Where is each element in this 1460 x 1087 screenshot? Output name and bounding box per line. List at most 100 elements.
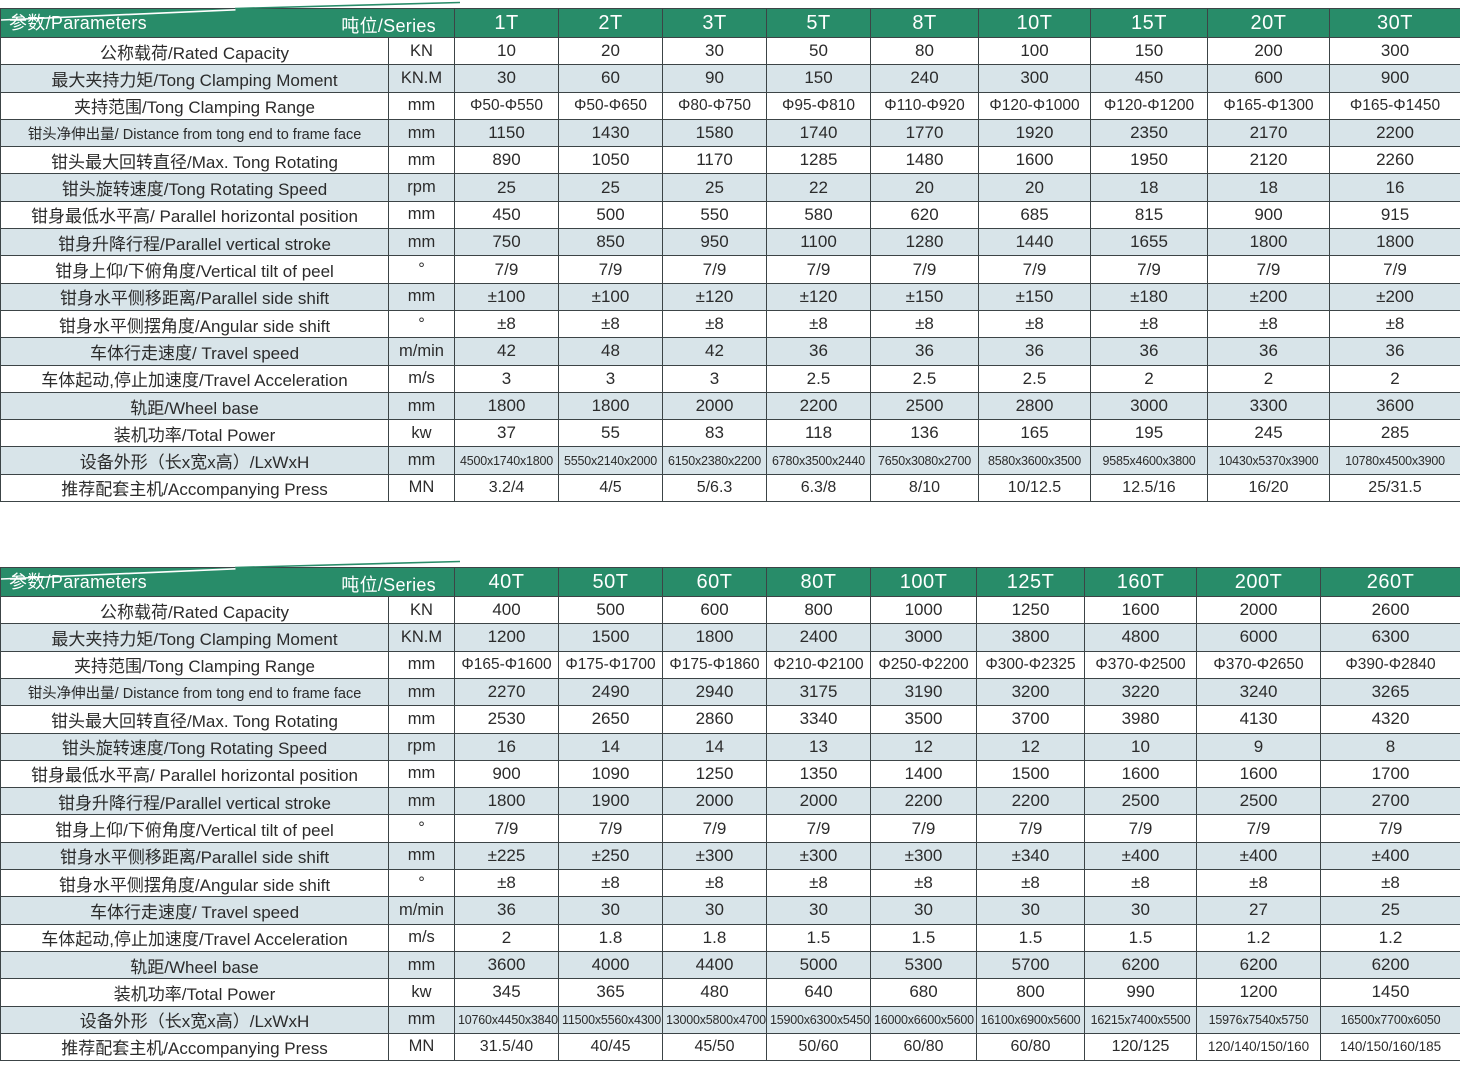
param-label: 设备外形（长x宽x高）/LxWxH [0,446,389,475]
value-cell: 2 [1090,364,1208,393]
param-label: 钳身上仰/下俯角度/Vertical tilt of peel [0,255,389,284]
spec-row: 装机功率/Total Power kw 37 55 83 118 136 165 195 245 2… [0,419,1460,448]
value-cell: 580 [766,200,871,230]
spec-row: 轨距/Wheel base mm 1800 1800 2000 2200 2500 2800 3… [0,391,1460,421]
value-cell: ±8 [1090,309,1208,339]
value-cell: 915 [1329,200,1460,230]
value-cell: 1800 [454,787,559,816]
value-cell: 80 [870,36,979,66]
value-cell: 22 [766,173,871,202]
value-cell: 550 [662,200,767,230]
series-header-cell: 50T [558,567,663,598]
value-cell: 1800 [558,391,663,421]
spec-row: 钳身最低水平高/ Parallel horizontal position mm 4… [0,200,1460,230]
value-cell: 300 [978,64,1091,93]
value-cell: 1950 [1090,146,1208,175]
unit-cell: ° [388,814,455,843]
unit-cell: mm [388,677,455,707]
value-cell: 2860 [662,705,767,734]
value-cell: 850 [558,228,663,257]
unit-cell: KN [388,596,455,625]
spec-row: 钳身升降行程/Parallel vertical stroke mm 1800 190… [0,787,1460,816]
value-cell: 7/9 [766,255,871,284]
value-cell: 1400 [870,759,977,789]
value-cell: 2260 [1329,146,1460,175]
value-cell: 1250 [976,596,1085,625]
value-cell: ±8 [870,309,979,339]
series-header-cell: 8T [870,8,979,38]
value-cell: 1.5 [766,923,871,952]
value-cell: ±8 [454,309,559,339]
series-header-cell: 30T [1329,8,1460,38]
param-label: 最大夹持力矩/Tong Clamping Moment [0,623,389,652]
param-label: 钳身水平侧移距离/Parallel side shift [0,282,389,311]
series-header-row: 参数/Parameters 吨位/Series 1T 2T 3T 5T 8T 10T 15T… [0,8,1460,38]
param-label: 推荐配套主机/Accompanying Press [0,1032,389,1062]
value-cell: 620 [870,200,979,230]
value-cell: 1.2 [1196,923,1321,952]
value-cell: 16 [454,732,559,761]
value-cell: 345 [454,978,559,1007]
unit-cell: mm [388,705,455,734]
value-cell: 1285 [766,146,871,175]
unit-cell: m/s [388,364,455,393]
unit-cell: mm [388,391,455,421]
unit-cell: mm [388,650,455,679]
param-label: 车体起动,停止加速度/Travel Acceleration [0,923,389,952]
value-cell: ±8 [1084,869,1197,898]
value-cell: 1.5 [870,923,977,952]
value-cell: 9585x4600x3800 [1090,446,1208,475]
value-cell: 900 [1329,64,1460,93]
value-cell: 1250 [662,759,767,789]
value-cell: 600 [662,596,767,625]
corner-header: 参数/Parameters 吨位/Series [0,567,455,598]
spec-row: 钳头净伸出量/ Distance from tong end to frame … [0,677,1460,707]
value-cell: 2700 [1320,787,1460,816]
value-cell: Φ370-Φ2500 [1084,650,1197,679]
value-cell: 4130 [1196,705,1321,734]
value-cell: 1.5 [1084,923,1197,952]
series-header-cell: 15T [1090,8,1208,38]
value-cell: 1800 [454,391,559,421]
value-cell: 12 [870,732,977,761]
value-cell: 1500 [558,623,663,652]
param-label: 钳身水平侧摆角度/Angular side shift [0,869,389,898]
spec-row: 车体起动,停止加速度/Travel Acceleration m/s 2 1.8 1.8… [0,923,1460,952]
value-cell: 7/9 [1084,814,1197,843]
value-cell: ±100 [558,282,663,311]
value-cell: 1440 [978,228,1091,257]
value-cell: 6780x3500x2440 [766,446,871,475]
value-cell: 900 [454,759,559,789]
spec-row: 钳身最低水平高/ Parallel horizontal position mm 9… [0,759,1460,789]
value-cell: 42 [662,337,767,366]
value-cell: ±8 [976,869,1085,898]
param-label: 装机功率/Total Power [0,419,389,448]
series-header-cell: 3T [662,8,767,38]
value-cell: 3200 [976,677,1085,707]
spec-table-section-2: 参数/Parameters 吨位/Series 40T 50T 60T 80T 100T… [0,559,1460,1062]
value-cell: Φ50-Φ550 [454,91,559,120]
spec-row: 推荐配套主机/Accompanying Press MN 31.5/40 40/45 4… [0,1032,1460,1062]
param-label: 轨距/Wheel base [0,950,389,980]
value-cell: 1050 [558,146,663,175]
unit-cell: mm [388,146,455,175]
value-cell: 11500x5560x4300 [558,1005,663,1034]
value-cell: 6000 [1196,623,1321,652]
unit-cell: mm [388,228,455,257]
value-cell: 2350 [1090,118,1208,148]
value-cell: 2 [454,923,559,952]
value-cell: ±400 [1320,841,1460,871]
param-label: 钳头最大回转直径/Max. Tong Rotating [0,705,389,734]
spec-row: 钳头最大回转直径/Max. Tong Rotating mm 890 1050 1170… [0,146,1460,175]
value-cell: 1.5 [976,923,1085,952]
value-cell: ±200 [1207,282,1330,311]
value-cell: 30 [558,896,663,925]
param-label: 钳头旋转速度/Tong Rotating Speed [0,732,389,761]
value-cell: 12 [976,732,1085,761]
value-cell: 5550x2140x2000 [558,446,663,475]
value-cell: 15976x7540x5750 [1196,1005,1321,1034]
value-cell: 3000 [870,623,977,652]
value-cell: 3.2/4 [454,473,559,503]
value-cell: 1.8 [558,923,663,952]
spec-row: 钳头最大回转直径/Max. Tong Rotating mm 2530 2650 286… [0,705,1460,734]
